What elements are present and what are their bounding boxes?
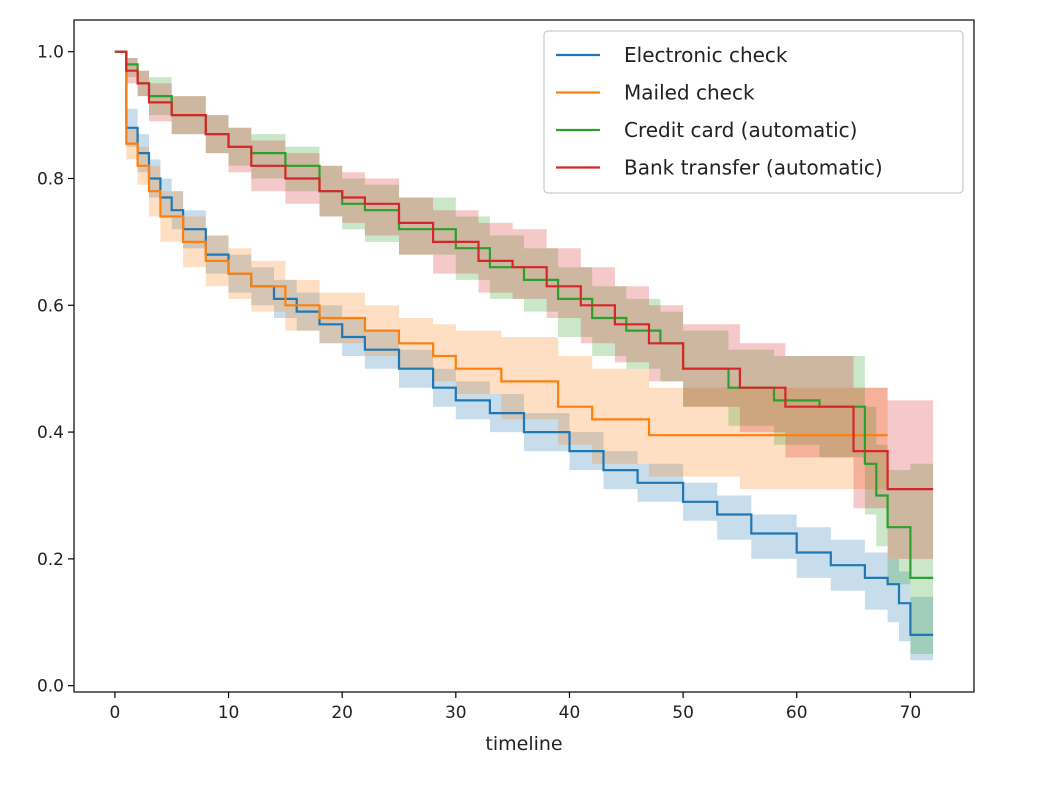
legend-label-mailed-check: Mailed check (624, 81, 755, 105)
ci-band-mailed-check (114, 51, 888, 490)
y-tick-label: 0.8 (37, 169, 64, 189)
x-tick-label: 20 (331, 703, 353, 723)
x-tick-label: 60 (786, 703, 808, 723)
x-axis-ticks: 0 10 20 30 40 50 60 70 (109, 692, 921, 723)
ci-band-electronic-check (114, 51, 934, 661)
survival-lines (114, 50, 934, 637)
x-tick-label: 50 (672, 703, 694, 723)
series-line-electronic-check (114, 50, 934, 637)
plot-area-frame (73, 19, 975, 693)
legend-label-bank-transfer-automatic: Bank transfer (automatic) (624, 156, 883, 180)
ci-band-credit-card-automatic (114, 51, 934, 654)
y-tick-label: 0.4 (37, 423, 64, 443)
y-tick-label: 1.0 (37, 43, 64, 63)
y-axis-ticks: 0.0 0.2 0.4 0.6 0.8 1.0 (37, 43, 74, 697)
x-axis-label: timeline (485, 733, 562, 755)
legend-label-electronic-check: Electronic check (624, 43, 788, 67)
x-tick-label: 0 (109, 703, 120, 723)
series-line-bank-transfer-automatic (114, 50, 934, 491)
legend-frame (543, 30, 964, 194)
y-tick-label: 0.2 (37, 550, 64, 570)
legend: Electronic check Mailed check Credit card … (543, 30, 964, 194)
x-tick-label: 30 (445, 703, 467, 723)
legend-label-credit-card-automatic: Credit card (automatic) (624, 118, 857, 142)
x-tick-label: 70 (900, 703, 922, 723)
y-tick-label: 0.0 (37, 677, 64, 697)
x-tick-label: 40 (559, 703, 581, 723)
x-tick-label: 10 (218, 703, 240, 723)
y-tick-label: 0.6 (37, 296, 64, 316)
series-line-mailed-check (114, 50, 888, 437)
